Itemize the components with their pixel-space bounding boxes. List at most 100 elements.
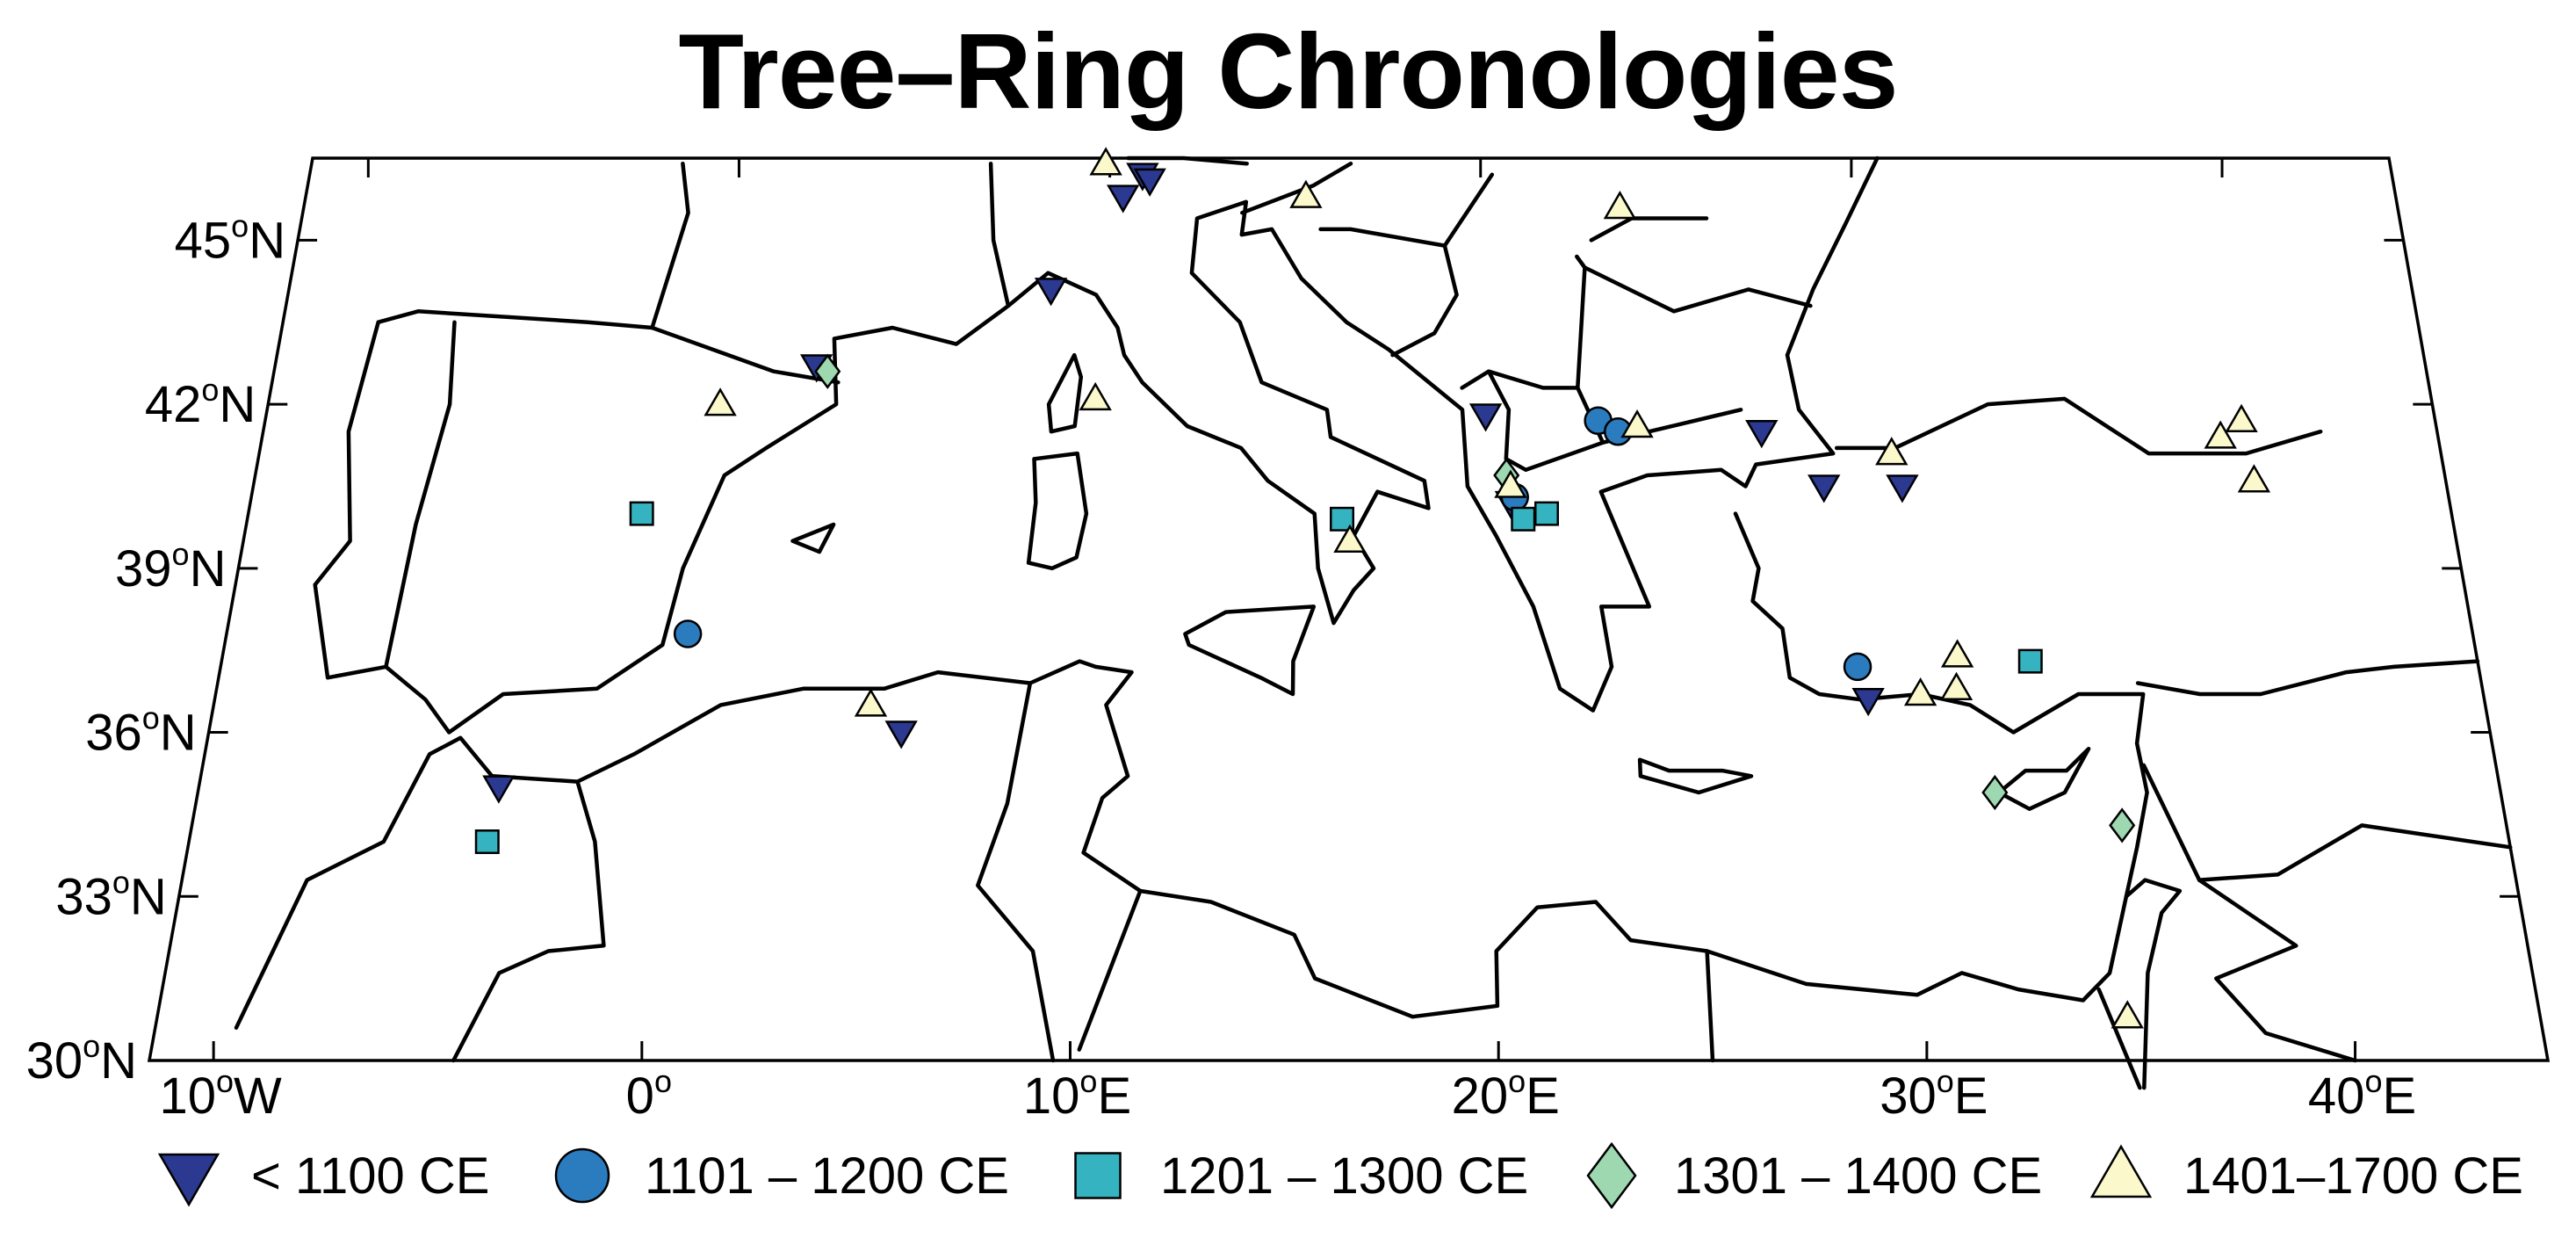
coastline: [1046, 352, 1084, 434]
legend-symbol-circle-icon: [554, 1147, 610, 1204]
site-marker-c14: [1981, 774, 2009, 811]
coastline: [1583, 265, 1813, 314]
site-marker-c12: [1843, 652, 1872, 682]
coastline: [2135, 659, 2480, 697]
coastlines-and-borders: [234, 156, 2513, 1090]
coastline: [451, 779, 606, 1063]
legend-label: 1401–1700 CE: [2183, 1147, 2523, 1205]
site-marker-c15: [1079, 381, 1112, 411]
site-marker-lt1100: [1745, 419, 1779, 449]
site-marker-c13: [1533, 501, 1559, 526]
legend-item-c14: 1301 – 1400 CE: [1572, 1114, 2042, 1237]
legend-item-c12: 1101 – 1200 CE: [543, 1114, 1009, 1237]
site-marker-c15: [1875, 437, 1909, 466]
legend-symbol-diamond-icon: [1586, 1141, 1637, 1210]
site-marker-c15: [1620, 409, 1654, 438]
legend-symbol-triangle-up-icon: [2089, 1144, 2153, 1198]
site-marker-c15: [2111, 1000, 2144, 1029]
legend-item-c15: 1401–1700 CE: [2082, 1114, 2523, 1237]
legend-symbol-triangle-down-icon: [157, 1153, 220, 1207]
map-border: [147, 156, 2551, 1062]
site-markers: [474, 147, 2271, 1029]
site-marker-c14: [814, 353, 841, 389]
legend-symbol: [1586, 1141, 1637, 1210]
site-marker-c15: [704, 387, 737, 416]
map-outline: [147, 156, 2551, 1062]
site-marker-c15: [1494, 469, 1527, 498]
coastline: [2124, 878, 2183, 1090]
site-marker-lt1100: [1133, 168, 1166, 197]
site-marker-c13: [474, 829, 500, 855]
coastline: [1589, 216, 1709, 242]
site-marker-c15: [1089, 147, 1122, 176]
site-marker-c14: [2109, 807, 2136, 843]
site-marker-lt1100: [1468, 403, 1503, 432]
site-marker-lt1100: [1107, 185, 1140, 214]
legend-symbol: [157, 1153, 220, 1207]
site-marker-lt1100: [1034, 278, 1068, 307]
site-marker-lt1100: [482, 775, 516, 804]
coastline: [1996, 746, 2091, 811]
lon-tick-label: 30oE: [1880, 1063, 1988, 1125]
site-marker-lt1100: [1808, 474, 1841, 503]
map-title: Tree–Ring Chronologies: [678, 11, 1899, 131]
site-marker-c12: [673, 619, 703, 648]
site-marker-c15: [2225, 403, 2258, 433]
site-marker-lt1100: [1886, 474, 1919, 503]
legend-symbol-square-icon: [1074, 1152, 1122, 1199]
coastline: [1026, 451, 1089, 571]
coastline: [2141, 763, 2513, 882]
coastline: [790, 522, 836, 554]
site-marker-c15: [1603, 191, 1637, 220]
legend-item-lt1100: < 1100 CE: [149, 1114, 489, 1237]
lat-tick-label: 42oN: [145, 372, 256, 433]
site-marker-c15: [1333, 524, 1367, 553]
legend-symbol: [554, 1147, 610, 1204]
lat-tick-label: 30oN: [26, 1028, 137, 1089]
map-frame: 45oN 42oN 39oN 36oN 33oN 30oN 10oW 0o 10oE 20oE 30…: [26, 147, 2551, 1125]
coastline: [1705, 949, 1715, 1063]
legend-symbol: [1074, 1152, 1122, 1199]
legend-label: < 1100 CE: [251, 1147, 490, 1205]
coastline: [1240, 161, 1353, 215]
lon-tick-label: 20oE: [1452, 1063, 1560, 1125]
coastline: [376, 161, 690, 330]
coastline: [988, 161, 1011, 308]
lon-tick-label: 40oE: [2308, 1063, 2416, 1125]
coastline: [2096, 987, 2142, 1090]
site-marker-c15: [2237, 464, 2271, 493]
site-marker-lt1100: [1851, 687, 1885, 717]
coastline: [1318, 227, 1459, 358]
legend-symbol: [2089, 1144, 2153, 1198]
site-marker-c15: [1903, 677, 1937, 706]
coastline: [1183, 604, 1317, 697]
legend-label: 1101 – 1200 CE: [645, 1147, 1009, 1205]
coastline: [2197, 878, 2357, 1063]
legend: < 1100 CE 1101 – 1200 CE 1201 – 1300 CE 130…: [0, 1114, 2576, 1237]
coastline: [1077, 888, 1143, 1052]
legend-item-c13: 1201 – 1300 CE: [1058, 1114, 1528, 1237]
axis-ticks: 45oN 42oN 39oN 36oN 33oN 30oN 10oW 0o 10oE 20oE 30…: [26, 158, 2548, 1125]
lon-tick-label: 10oE: [1023, 1063, 1131, 1125]
site-marker-c13: [2017, 648, 2043, 674]
site-marker-c15: [1940, 639, 1974, 668]
site-marker-c15: [1289, 179, 1323, 208]
site-marker-lt1100: [884, 720, 918, 749]
coastline: [1442, 172, 1495, 248]
lat-tick-label: 39oN: [115, 536, 226, 597]
site-marker-c13: [629, 501, 654, 526]
site-marker-c13: [1511, 506, 1536, 532]
lon-tick-label: 0o: [626, 1063, 672, 1125]
coastline: [313, 156, 1880, 735]
site-marker-c15: [854, 688, 888, 717]
coastline: [384, 320, 457, 670]
legend-label: 1301 – 1400 CE: [1674, 1147, 2043, 1205]
site-marker-c15: [1939, 671, 1973, 701]
coastline: [1637, 757, 1754, 795]
coastline: [1460, 369, 1743, 473]
coastline: [976, 681, 1056, 1063]
lat-tick-label: 36oN: [85, 700, 196, 762]
lat-tick-label: 33oN: [55, 864, 166, 925]
legend-label: 1201 – 1300 CE: [1160, 1147, 1529, 1205]
coastline: [1486, 254, 1587, 390]
